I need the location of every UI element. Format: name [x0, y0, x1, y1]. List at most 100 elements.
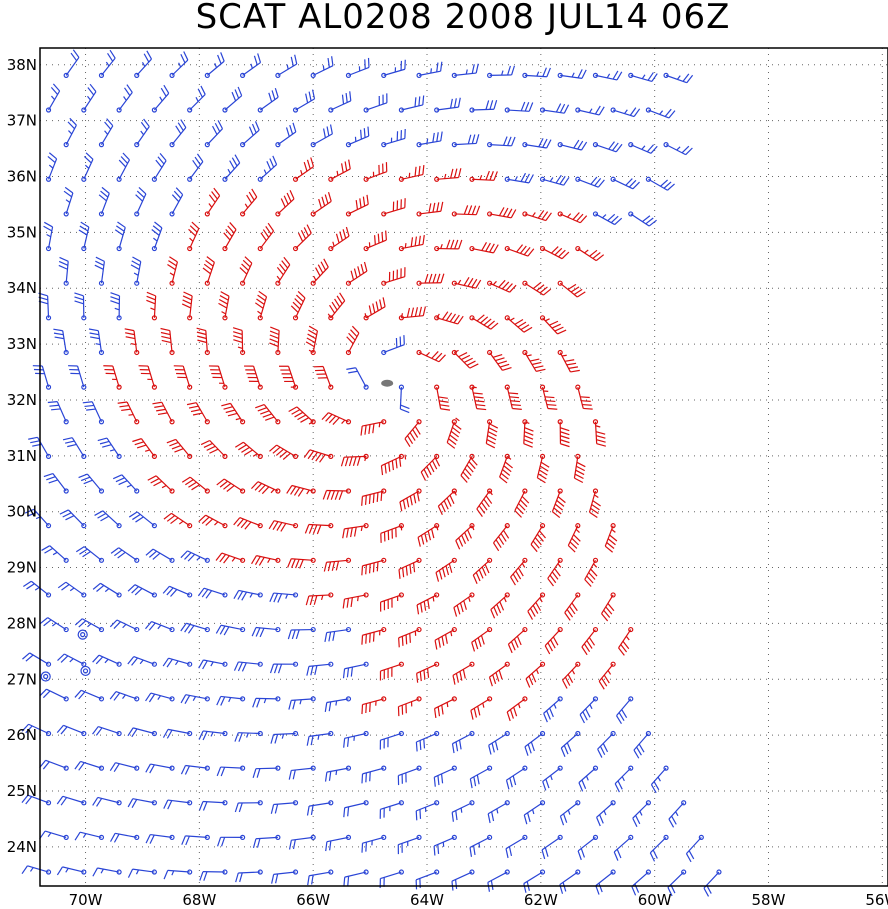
barb-feather [289, 190, 295, 200]
barb-staff [171, 59, 189, 76]
barb-feather [412, 429, 419, 438]
barb-feather [269, 592, 275, 603]
barb-feather [60, 797, 68, 806]
barb-half-feather [659, 110, 664, 115]
barb-feather [74, 296, 84, 301]
barb-station [275, 142, 281, 148]
wind-barb [663, 72, 694, 84]
barb-feather [547, 407, 558, 410]
barb-feather [325, 413, 333, 422]
barb-feather [510, 576, 516, 586]
barb-feather [285, 127, 290, 137]
barb-feather [294, 411, 304, 418]
barb-feather [131, 728, 138, 738]
barb-feather [542, 138, 548, 148]
wind-barb [667, 869, 687, 897]
x-tick-label: 62W [524, 891, 558, 909]
wind-barb [557, 139, 588, 151]
barb-station [575, 523, 581, 529]
barb-feather [261, 486, 270, 495]
barb-feather [570, 286, 580, 293]
barb-station [63, 765, 69, 771]
wind-barb [146, 291, 157, 321]
wind-barb [163, 799, 193, 810]
barb-feather [471, 205, 477, 215]
barb-feather [80, 221, 90, 228]
barb-station [187, 176, 193, 182]
wind-barb [198, 800, 228, 811]
barb-feather [120, 156, 129, 164]
barb-feather [361, 704, 364, 715]
barb-staff [471, 629, 490, 643]
wind-barb [234, 800, 263, 813]
barb-feather [505, 780, 510, 790]
barb-feather [206, 256, 215, 263]
barb-staff [47, 295, 50, 318]
barb-feather [206, 445, 216, 451]
barb-feather [562, 679, 568, 689]
barb-station [81, 730, 87, 737]
barb-half-feather [336, 170, 339, 176]
barb-feather [671, 815, 677, 825]
barb-station [663, 765, 669, 771]
barb-feather [246, 194, 253, 204]
barb-feather [260, 232, 267, 241]
barb-feather [205, 259, 214, 267]
wind-barb [287, 626, 316, 640]
wind-barb [539, 103, 570, 114]
barb-feather [579, 714, 585, 724]
barb-feather [361, 843, 364, 853]
barb-feather [462, 471, 470, 480]
barb-feather [536, 368, 546, 372]
wind-barb [577, 834, 599, 861]
barb-half-feather [589, 108, 593, 114]
wind-barb [109, 691, 140, 702]
barb-station [681, 869, 687, 875]
barb-station [222, 245, 228, 252]
barb-feather [339, 231, 343, 241]
y-tick-label: 38N [7, 56, 37, 74]
barb-staff [62, 330, 67, 353]
wind-barb [581, 626, 599, 656]
x-tick-label: 56W [865, 891, 888, 909]
barb-station [134, 626, 140, 633]
barb-feather [569, 605, 576, 615]
barb-half-feather [68, 130, 73, 135]
barb-feather [152, 401, 162, 405]
barb-feather [218, 302, 228, 309]
barb-feather [138, 187, 147, 195]
barb-feather [426, 466, 432, 476]
barb-feather [223, 406, 233, 410]
barb-feather [368, 563, 371, 574]
barb-staff [27, 865, 49, 873]
barb-feather [495, 672, 500, 682]
barb-feather [420, 471, 427, 481]
barb-feather [493, 171, 498, 181]
barb-feather [180, 550, 188, 559]
barb-feather [328, 701, 332, 712]
wind-barb [525, 661, 546, 688]
barb-station [169, 72, 175, 78]
barb-feather [25, 654, 34, 662]
barb-feather [117, 221, 126, 228]
barb-feather [446, 239, 451, 249]
barb-feather [146, 50, 153, 60]
barb-feather [216, 766, 222, 777]
barb-feather [476, 508, 483, 517]
barb-feather [537, 477, 546, 484]
barb-staff [490, 594, 508, 611]
barb-feather [405, 566, 408, 576]
barb-feather [523, 246, 531, 256]
barb-feather [573, 288, 583, 296]
wind-barb [92, 654, 122, 667]
barb-station [663, 72, 669, 78]
barb-feather [79, 548, 88, 555]
barb-feather [486, 320, 495, 328]
barb-feather [229, 222, 237, 230]
barb-feather [150, 478, 160, 484]
barb-half-feather [109, 449, 115, 452]
barb-feather [402, 567, 405, 578]
barb-feather [551, 571, 559, 580]
wind-barb [112, 474, 140, 494]
wind-barb [110, 292, 122, 321]
